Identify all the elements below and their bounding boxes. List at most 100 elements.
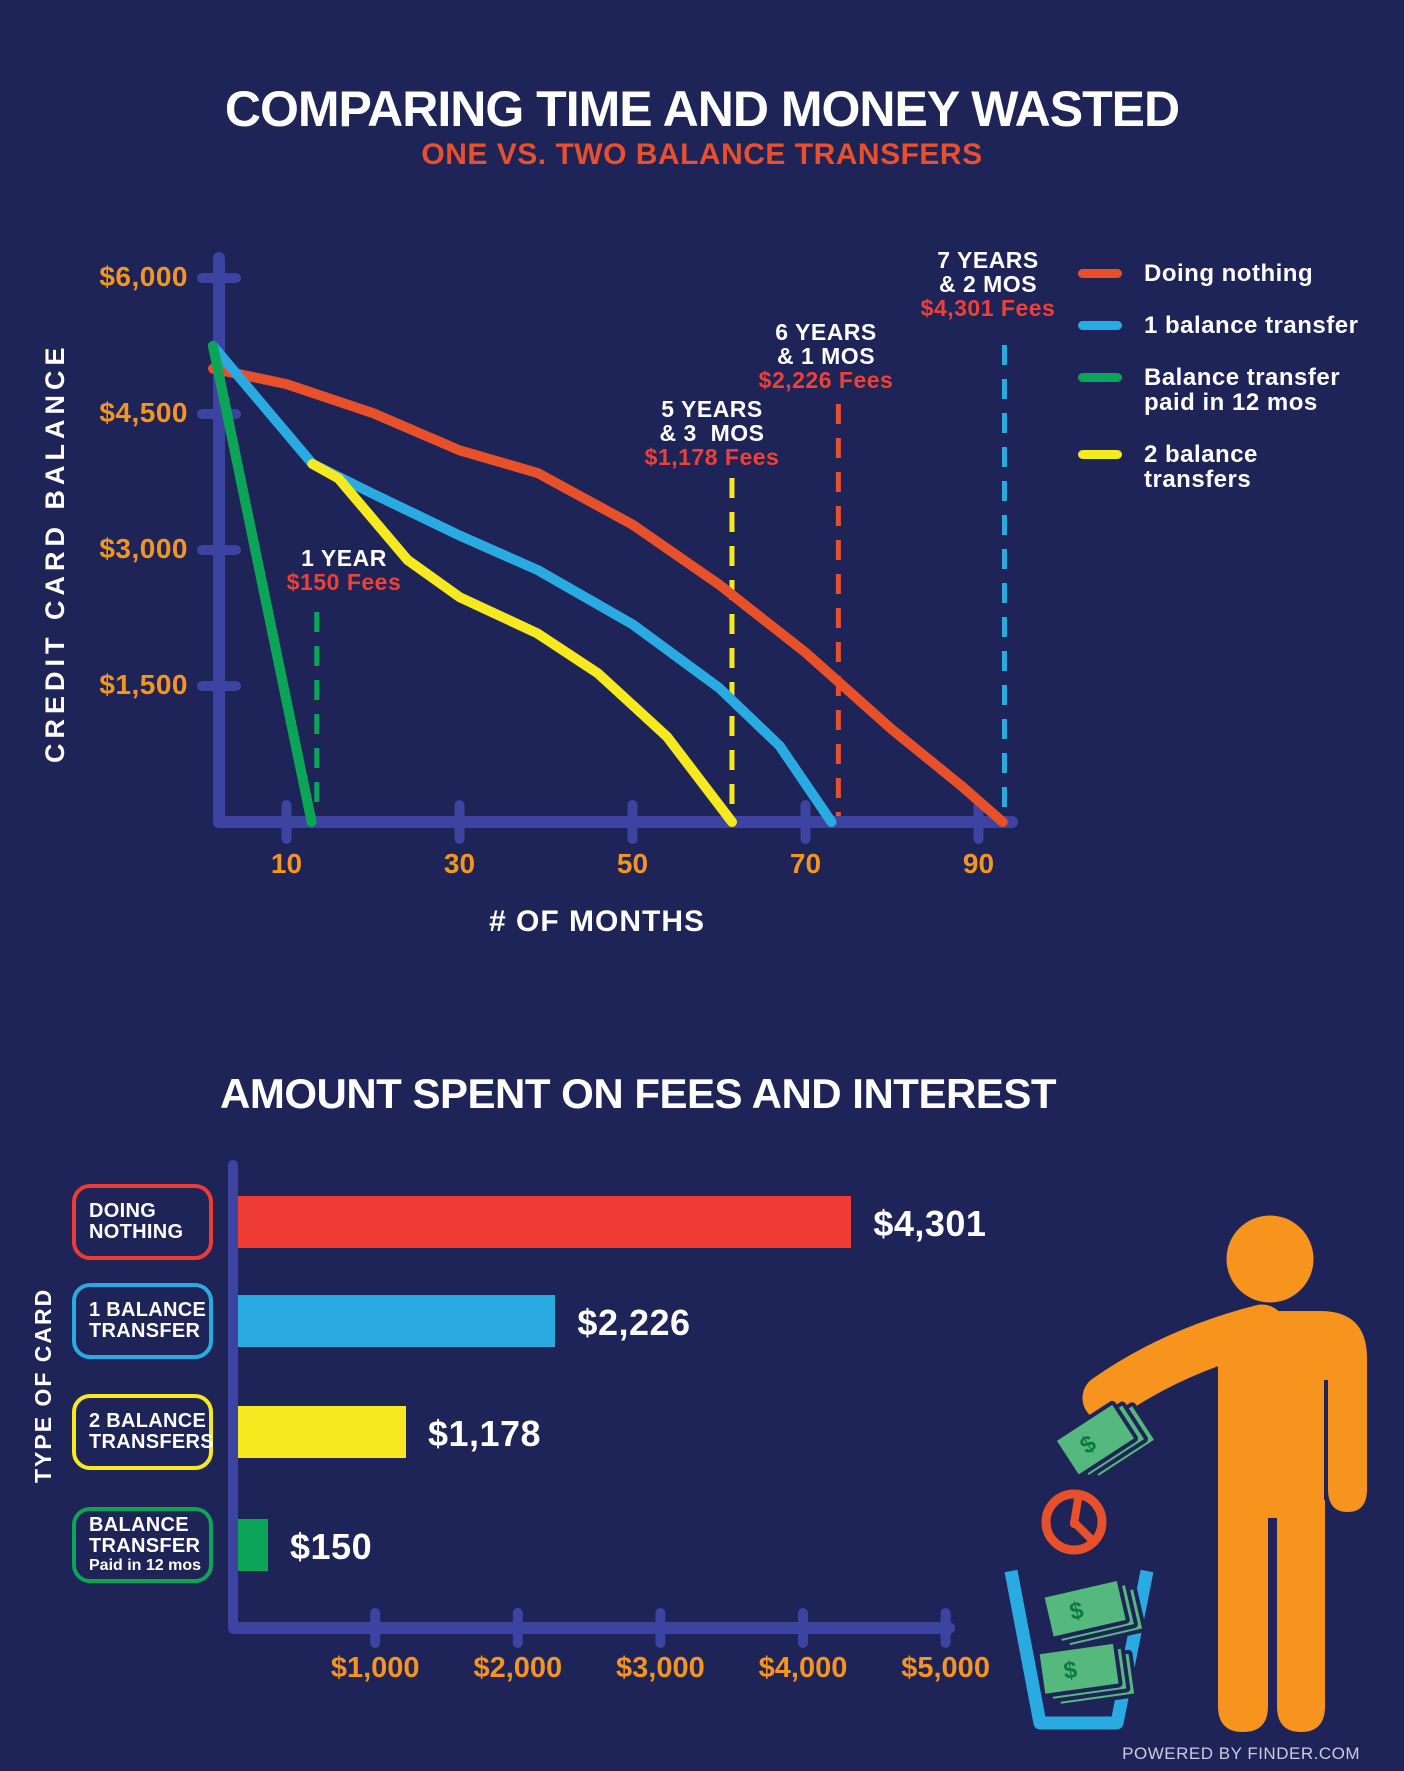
trash-illustration: $ $ — [1004, 1215, 1367, 1732]
x-axis-tick — [281, 800, 292, 844]
annotation-duration: & 3 MOS — [659, 420, 765, 446]
bar — [238, 1406, 406, 1458]
bar-value-label: $150 — [290, 1526, 373, 1567]
person-icon — [1082, 1215, 1367, 1732]
legend-label: 2 balance transfers — [1144, 441, 1258, 493]
bar-x-tick-label: $1,000 — [330, 1652, 420, 1684]
line-2-balance-transfers — [307, 458, 737, 827]
footer-credit: POWERED BY FINDER.COM — [1122, 1744, 1360, 1763]
annotation-duration: 7 YEARS — [937, 247, 1039, 273]
bar — [238, 1295, 555, 1347]
trash-icon — [1004, 1569, 1154, 1730]
page-subtitle: ONE VS. TWO BALANCE TRANSFERS — [421, 138, 983, 171]
y-tick-label: $6,000 — [99, 260, 188, 292]
category-label: 2 BALANCE — [89, 1410, 207, 1432]
line-chart-axes — [213, 252, 1018, 828]
bar-chart-axes — [228, 1160, 955, 1634]
category-label: TRANSFER — [89, 1320, 201, 1342]
line-doing-nothing — [208, 363, 1008, 827]
bar-chart-title: AMOUNT SPENT ON FEES AND INTEREST — [220, 1070, 1057, 1117]
x-tick-label: 30 — [443, 848, 476, 879]
bar — [238, 1196, 851, 1248]
x-axis-tick — [627, 800, 638, 844]
annotation-fee: $2,226 Fees — [758, 367, 894, 393]
bar-value-label: $1,178 — [427, 1413, 542, 1454]
y-axis-tick — [197, 544, 241, 555]
category-label: TRANSFER — [89, 1535, 201, 1557]
y-axis-line — [213, 252, 225, 828]
bar-x-axis-tick — [370, 1608, 381, 1648]
category-label: BALANCE — [89, 1514, 189, 1536]
page-title: COMPARING TIME AND MONEY WASTED — [224, 81, 1180, 137]
legend: Doing nothing 1 balance transfer Balance t… — [1078, 261, 1358, 492]
y-axis-tick — [197, 680, 241, 691]
annotation-duration: & 2 MOS — [938, 271, 1038, 297]
y-axis-tick — [197, 272, 241, 283]
bar-x-tick-label: $2,000 — [473, 1652, 563, 1684]
y-tick-label: $1,500 — [99, 668, 188, 700]
bar-value-label: $2,226 — [577, 1302, 691, 1343]
category-sublabel: Paid in 12 mos — [89, 1557, 202, 1574]
bar-x-tick-label: $5,000 — [901, 1652, 990, 1684]
trash-money-icon: $ — [1040, 1576, 1147, 1650]
bar-x-axis-tick — [940, 1608, 951, 1648]
legend-swatch — [1078, 269, 1122, 278]
legend-item: 2 balance transfers — [1078, 442, 1358, 492]
legend-item: Doing nothing — [1078, 261, 1358, 286]
svg-text:$: $ — [1062, 1656, 1080, 1685]
legend-label: 1 balance transfer — [1144, 312, 1359, 339]
x-axis-line — [213, 816, 1018, 828]
x-axis-tick — [454, 800, 465, 844]
legend-swatch — [1078, 450, 1122, 459]
bar-chart-y-axis-title: TYPE OF CARD — [30, 1287, 56, 1483]
annotation-fee: $150 Fees — [286, 569, 402, 595]
bar-x-tick-label: $4,000 — [758, 1652, 848, 1684]
category-label: NOTHING — [89, 1221, 184, 1243]
annotation-duration: 6 YEARS — [775, 319, 877, 345]
legend-swatch — [1078, 373, 1122, 382]
bar-y-axis-line — [228, 1160, 238, 1633]
money-icon: $ — [1052, 1400, 1159, 1480]
annotation-duration: 5 YEARS — [661, 396, 763, 422]
legend-item: 1 balance transfer — [1078, 313, 1358, 338]
legend-label: Balance transfer paid in 12 mos — [1144, 364, 1341, 416]
bar-chart-ticks — [370, 1608, 951, 1648]
y-tick-label: $4,500 — [99, 396, 188, 428]
legend-item: Balance transfer paid in 12 mos — [1078, 365, 1358, 415]
line-chart-x-axis-title: # OF MONTHS — [488, 905, 706, 938]
legend-label: Doing nothing — [1144, 260, 1314, 287]
legend-swatch — [1078, 321, 1122, 330]
annotation: 5 YEARS & 3 MOS $1,178 Fees — [645, 397, 780, 469]
annotation-dash-lines — [314, 345, 1007, 822]
category-label: 1 BALANCE — [89, 1299, 207, 1321]
bar-x-axis-tick — [655, 1608, 666, 1648]
category-label-box: 2 BALANCE TRANSFERS — [72, 1394, 214, 1470]
bar-x-axis-tick — [798, 1608, 808, 1648]
annotation-fee: $4,301 Fees — [920, 295, 1056, 321]
clock-icon — [1041, 1489, 1107, 1555]
bar — [238, 1519, 268, 1571]
bar-x-axis-tick — [512, 1608, 523, 1648]
y-tick-label: $3,000 — [99, 532, 188, 564]
category-label-box: 1 BALANCE TRANSFER — [72, 1283, 213, 1359]
x-tick-label: 50 — [616, 848, 649, 879]
annotation-fee: $1,178 Fees — [644, 444, 780, 470]
balance-lines — [208, 341, 1008, 827]
bar-value-label: $4,301 — [873, 1203, 987, 1244]
y-axis-tick — [197, 408, 241, 419]
x-tick-label: 10 — [270, 848, 303, 879]
annotation: 7 YEARS & 2 MOS $4,301 Fees — [921, 248, 1056, 320]
category-label-box: BALANCE TRANSFER Paid in 12 mos — [72, 1507, 213, 1583]
bar-x-axis-line — [228, 1622, 955, 1634]
line-balance-transfer-paid-in-12-mos — [208, 341, 317, 827]
trash-money-icon: $ — [1035, 1639, 1139, 1708]
category-label: DOING — [89, 1200, 157, 1222]
bar-x-tick-label: $3,000 — [616, 1652, 705, 1684]
annotation-duration: 1 YEAR — [301, 545, 387, 571]
annotation: 1 YEAR $150 Fees — [287, 546, 401, 594]
annotation: 6 YEARS & 1 MOS $2,226 Fees — [759, 320, 894, 392]
line-chart-ticks — [197, 272, 984, 844]
category-label-box: DOING NOTHING — [72, 1184, 213, 1260]
